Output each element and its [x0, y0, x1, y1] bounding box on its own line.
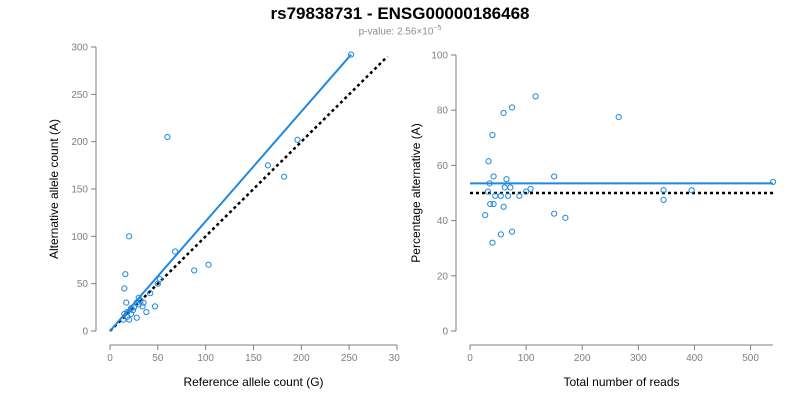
data-point	[147, 290, 154, 297]
x-tick-label: 50	[152, 353, 164, 364]
y-tick-label: 250	[71, 90, 88, 101]
data-point	[500, 109, 507, 117]
data-point	[497, 231, 504, 238]
data-point	[551, 210, 558, 217]
data-point	[294, 136, 301, 143]
y-tick-label: 100	[431, 51, 448, 62]
data-point	[505, 192, 512, 199]
data-point	[139, 303, 146, 310]
data-point	[688, 187, 695, 194]
y-tick-label: 100	[71, 232, 88, 243]
percentage-alternative-scatter-plot: 0 100 200 300 400 500 0 20 40 60 80 100 Total number…	[409, 51, 777, 389]
data-point	[501, 184, 508, 191]
data-point	[487, 200, 494, 208]
reference-line	[109, 55, 389, 332]
x-tick-label: 0	[107, 353, 113, 364]
data-point	[769, 178, 777, 186]
x-tick-label: 400	[686, 353, 703, 364]
data-point	[123, 299, 130, 306]
data-point	[129, 307, 137, 314]
data-point	[532, 93, 539, 100]
data-point	[527, 185, 534, 192]
data-point	[164, 133, 171, 141]
y-tick-label: 300	[71, 43, 88, 54]
y-tick-label: 0	[442, 327, 448, 338]
data-point	[497, 192, 504, 199]
data-point	[133, 314, 140, 321]
y-axis-label: Alternative allele count (A)	[47, 119, 61, 259]
data-point	[660, 196, 667, 203]
data-point	[486, 180, 493, 187]
data-point	[490, 200, 497, 208]
data-point	[489, 239, 496, 246]
data-point	[143, 308, 150, 316]
data-point	[121, 285, 128, 292]
y-tick-label: 20	[437, 271, 449, 282]
x-tick-label: 100	[197, 353, 214, 364]
data-point	[281, 173, 288, 180]
data-point	[562, 214, 569, 221]
data-point	[124, 313, 131, 320]
x-tick-label: 500	[742, 353, 759, 364]
data-point	[503, 176, 510, 183]
data-point	[126, 233, 133, 240]
chart-title: rs79838731 - ENSG00000186468	[270, 4, 530, 23]
y-tick-label: 40	[437, 216, 449, 227]
y-tick-label: 150	[71, 185, 88, 196]
pvalue-text: p-value: 2.56×10	[358, 26, 434, 38]
data-point	[264, 162, 271, 169]
y-tick-label: 80	[437, 106, 449, 117]
chart-subtitle-pvalue: p-value: 2.56×10−5	[0, 25, 800, 37]
data-point	[508, 104, 516, 111]
data-point	[151, 303, 159, 310]
data-point	[482, 211, 489, 219]
fit-line	[109, 53, 352, 332]
data-point	[130, 304, 138, 311]
data-point	[660, 187, 667, 194]
y-tick-label: 50	[77, 279, 89, 290]
data-point	[127, 305, 135, 312]
x-tick-label: 300	[389, 353, 400, 364]
data-point	[489, 131, 496, 139]
data-point	[484, 188, 492, 195]
x-axis-label: Total number of reads	[563, 375, 679, 389]
x-tick-label: 200	[574, 353, 591, 364]
data-point	[490, 173, 497, 180]
y-tick-label: 0	[82, 327, 88, 338]
data-point	[516, 192, 523, 199]
data-point	[615, 114, 622, 121]
y-tick-label: 200	[71, 137, 88, 148]
data-point	[122, 271, 129, 278]
x-tick-label: 100	[518, 353, 535, 364]
data-point	[508, 228, 516, 235]
data-point	[507, 184, 514, 191]
data-point	[523, 188, 530, 195]
data-point	[485, 158, 492, 165]
x-tick-label: 200	[293, 353, 310, 364]
data-point	[205, 261, 212, 268]
data-point	[347, 51, 355, 58]
x-tick-label: 300	[630, 353, 647, 364]
x-tick-label: 150	[245, 353, 262, 364]
allele-count-scatter-plot: 0 50 100 150 200 250 300 0 50 100 150 200 250 300 Refe…	[47, 43, 400, 390]
x-tick-label: 0	[467, 353, 473, 364]
data-point	[140, 299, 147, 306]
data-point	[551, 173, 558, 180]
data-point	[500, 203, 507, 210]
y-tick-label: 60	[437, 161, 449, 172]
x-axis-label: Reference allele count (G)	[183, 375, 323, 389]
pvalue-exponent: −5	[433, 25, 442, 32]
x-tick-label: 250	[341, 353, 358, 364]
data-point	[135, 294, 142, 301]
data-point	[191, 267, 198, 274]
y-axis-label: Percentage alternative (A)	[409, 123, 423, 262]
data-point	[171, 248, 179, 255]
data-point	[156, 275, 163, 283]
